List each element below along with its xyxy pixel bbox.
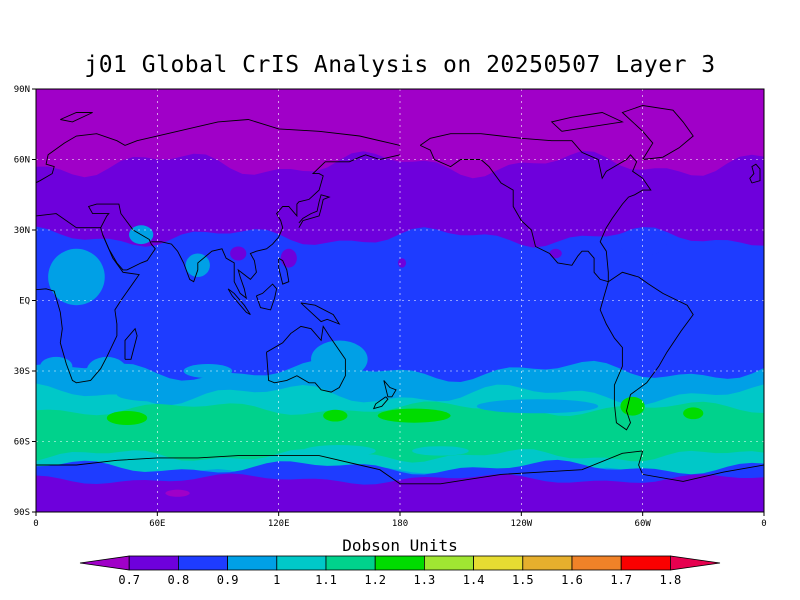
x-tick-label: 60W bbox=[635, 519, 652, 529]
japan-coast bbox=[298, 194, 331, 228]
greenland-coast bbox=[621, 105, 694, 160]
y-tick-label: 60N bbox=[14, 156, 30, 166]
chart-title: j01 Global CrIS Analysis on 20250507 Lay… bbox=[84, 52, 716, 78]
colorbar-under-arrow bbox=[79, 555, 130, 571]
blob-cyan-australia bbox=[311, 340, 368, 379]
colorbar-tick-label: 1.4 bbox=[463, 573, 485, 587]
blob-cyan-indian bbox=[183, 363, 233, 379]
blob-purple-asia bbox=[230, 246, 247, 261]
band-magenta-polar bbox=[36, 89, 764, 179]
gridlines bbox=[36, 89, 764, 512]
y-tick-label: 90N bbox=[14, 85, 30, 95]
sumatra-coast bbox=[227, 288, 251, 315]
colorbar-tick-label: 0.8 bbox=[168, 573, 190, 587]
y-axis-ticks: 90N 60N 30N EQ 30S 60S 90S bbox=[14, 85, 36, 518]
uk-coast bbox=[749, 163, 761, 184]
blob-cyan-africa bbox=[48, 248, 105, 306]
colorbar-tick-label: 1.1 bbox=[315, 573, 337, 587]
blob-green-3 bbox=[377, 408, 451, 423]
colorbar-tick-label: 1.8 bbox=[660, 573, 682, 587]
australia-coast bbox=[266, 325, 346, 393]
borneo-coast bbox=[255, 283, 278, 311]
blob-green-4 bbox=[620, 396, 645, 416]
colorbar-swatch bbox=[522, 555, 573, 571]
colorbar-tick-label: 1.5 bbox=[512, 573, 534, 587]
madagascar-coast bbox=[124, 327, 138, 360]
blob-green-1 bbox=[106, 410, 148, 426]
coastlines bbox=[36, 105, 764, 485]
blob-magenta-ant bbox=[165, 489, 190, 497]
blob-cyan-sio bbox=[116, 387, 198, 402]
colorbar-swatch bbox=[473, 555, 524, 571]
colorbar-swatch bbox=[423, 555, 474, 571]
blob-cyan-safrica bbox=[86, 356, 127, 386]
colorbar-tick-label: 1 bbox=[273, 573, 280, 587]
y-tick-label: 60S bbox=[14, 438, 30, 448]
colorbar-tick-label: 1.2 bbox=[364, 573, 386, 587]
india-se-asia-coast bbox=[151, 154, 401, 300]
x-tick-label: 0 bbox=[33, 519, 38, 529]
colorbar-swatch bbox=[276, 555, 327, 571]
south-america-coast bbox=[599, 271, 694, 431]
colorbar-swatch bbox=[571, 555, 622, 571]
y-tick-label: 30N bbox=[14, 226, 30, 236]
blob-purple-mex bbox=[549, 248, 562, 259]
colorbar-tick-label: 1.6 bbox=[561, 573, 583, 587]
x-tick-label: 120W bbox=[510, 519, 532, 529]
north-america-coast bbox=[419, 133, 652, 283]
blob-cyan-spac bbox=[501, 371, 582, 386]
colorbar-title: Dobson Units bbox=[342, 536, 458, 555]
y-tick-label: 90S bbox=[14, 508, 30, 518]
colorbar-swatch bbox=[325, 555, 376, 571]
colorbar-swatch bbox=[177, 555, 228, 571]
colorbar-swatch bbox=[227, 555, 278, 571]
colorbar-tick-label: 0.9 bbox=[217, 573, 239, 587]
colorbar-tick-label: 1.7 bbox=[610, 573, 632, 587]
colorbar-swatch bbox=[128, 555, 179, 571]
philippines-coast bbox=[278, 257, 290, 285]
nz-south-coast bbox=[372, 396, 389, 410]
svalbard-coast bbox=[60, 112, 93, 123]
arctic-islands bbox=[550, 112, 624, 132]
colorbar-tick-label: 1.3 bbox=[414, 573, 436, 587]
new-guinea-coast bbox=[300, 302, 341, 325]
x-tick-label: 60E bbox=[149, 519, 165, 529]
antarctica-coast bbox=[36, 450, 764, 485]
colorbar-swatch bbox=[374, 555, 425, 571]
blob-teal-ant2 bbox=[412, 446, 469, 456]
x-tick-label: 180 bbox=[392, 519, 408, 529]
y-tick-label: 30S bbox=[14, 367, 30, 377]
blob-purple-pac bbox=[397, 258, 407, 268]
blob-green-5 bbox=[683, 407, 704, 420]
europe-coast bbox=[36, 119, 401, 184]
ozone-field bbox=[36, 89, 764, 512]
y-tick-label: EQ bbox=[19, 297, 30, 307]
x-tick-label: 0 bbox=[761, 519, 766, 529]
blob-cyan-spac2 bbox=[476, 399, 599, 414]
x-axis-ticks: 0 60E 120E 180 120W 60W 0 bbox=[33, 512, 767, 529]
colorbar: 0.7 0.8 0.9 1 1.1 1.2 1.3 1.4 1.5 1.6 1.7 1.8 bbox=[79, 555, 721, 587]
africa-coast bbox=[36, 213, 140, 384]
colorbar-tick-label: 0.7 bbox=[118, 573, 140, 587]
blob-purple-phil bbox=[280, 248, 297, 268]
x-tick-label: 120E bbox=[268, 519, 290, 529]
blob-blue-atl bbox=[618, 227, 667, 256]
blob-teal-ant bbox=[302, 445, 376, 457]
colorbar-swatch bbox=[620, 555, 671, 571]
blob-green-2 bbox=[323, 409, 348, 422]
new-zealand-coast bbox=[383, 380, 397, 398]
colorbar-over-arrow bbox=[670, 555, 721, 571]
asia-south-coast bbox=[87, 203, 156, 271]
